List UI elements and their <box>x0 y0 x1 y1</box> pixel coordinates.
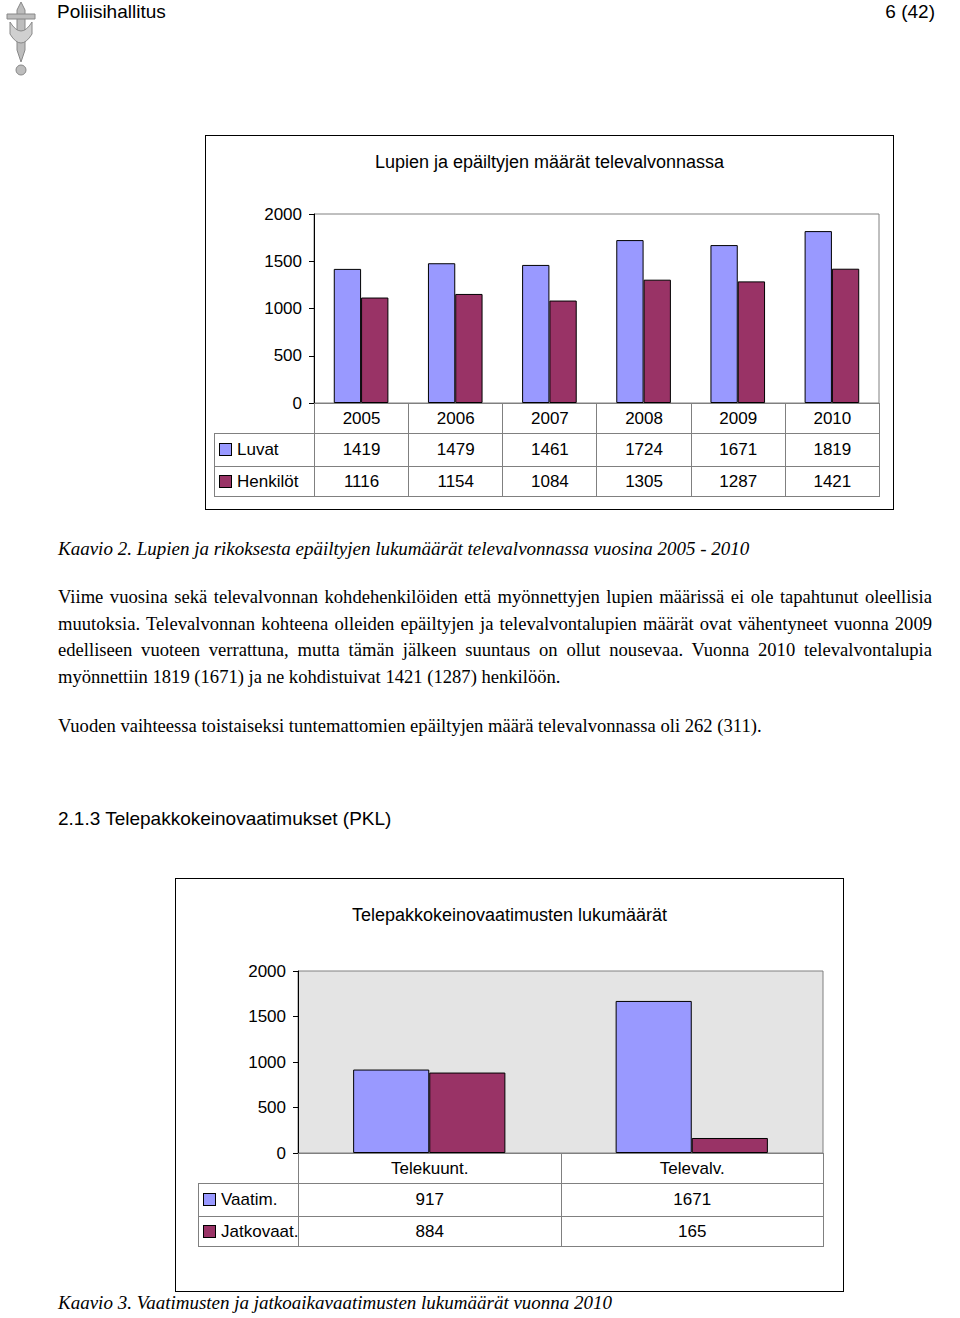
svg-text:1500: 1500 <box>264 252 302 271</box>
html-text:1671: 1671 <box>673 1190 712 1209</box>
svg-text:500: 500 <box>274 346 302 365</box>
html-text:2.1.3 Telepakkokeinovaatimukse: 2.1.3 Telepakkokeinovaatimukset (PKL) <box>58 808 392 829</box>
html-text:884: 884 <box>415 1221 444 1241</box>
svg-text:0: 0 <box>277 1144 286 1163</box>
svg-text:1000: 1000 <box>248 1053 286 1072</box>
svg-text:1500: 1500 <box>248 1007 286 1026</box>
html-text:1287: 1287 <box>719 471 758 491</box>
html-text:917: 917 <box>415 1190 444 1209</box>
html-text:Kaavio 2. Lupien ja rikoksesta: Kaavio 2. Lupien ja rikoksesta epäiltyje… <box>58 538 750 559</box>
html-text:1461: 1461 <box>531 440 569 459</box>
svg-text:0: 0 <box>293 394 302 413</box>
html-text:2007: 2007 <box>531 408 569 428</box>
svg-text:Telepakkokeinovaatimusten luku: Telepakkokeinovaatimusten lukumäärät <box>352 905 667 925</box>
html-text:1116: 1116 <box>343 471 380 491</box>
svg-text:2000: 2000 <box>248 962 286 981</box>
svg-text:Lupien ja epäiltyjen määrät te: Lupien ja epäiltyjen määrät televalvonna… <box>375 152 725 172</box>
html-text:2005: 2005 <box>342 408 381 428</box>
html-text:2006: 2006 <box>436 408 475 428</box>
svg-text:2000: 2000 <box>264 205 302 224</box>
html-text:Poliisihallitus: Poliisihallitus <box>57 1 166 22</box>
html-text:Vaatim.: Vaatim. <box>221 1190 278 1209</box>
html-text:2010: 2010 <box>813 408 852 428</box>
html-text:Luvat: Luvat <box>237 440 279 459</box>
html-text:1084: 1084 <box>531 471 569 491</box>
html-text:Viime vuosina sekä televalvonn: Viime vuosina sekä televalvonnan kohdehe… <box>58 586 932 687</box>
html-text:165: 165 <box>678 1221 707 1241</box>
html-text:1479: 1479 <box>436 440 475 459</box>
html-text:Henkilöt: Henkilöt <box>237 471 299 491</box>
html-text:1154: 1154 <box>437 471 474 491</box>
html-text:1724: 1724 <box>625 440 663 459</box>
html-text:1421: 1421 <box>813 471 852 491</box>
html-text:6 (42): 6 (42) <box>885 1 935 22</box>
html-text:Jatkovaat.: Jatkovaat. <box>221 1221 299 1241</box>
html-text:Kaavio 3. Vaatimusten ja jatko: Kaavio 3. Vaatimusten ja jatkoaikavaatim… <box>58 1292 613 1313</box>
html-text:Televalv.: Televalv. <box>659 1158 725 1178</box>
html-text:1305: 1305 <box>625 471 663 491</box>
html-text:2008: 2008 <box>625 408 663 428</box>
html-text:1419: 1419 <box>342 440 381 459</box>
html-text:Vuoden vaihteessa toistaiseksi: Vuoden vaihteessa toistaiseksi tuntematt… <box>58 715 762 736</box>
svg-text:500: 500 <box>258 1098 286 1117</box>
html-text:Telekuunt.: Telekuunt. <box>391 1158 469 1178</box>
html-text:1819: 1819 <box>813 440 852 459</box>
html-text:2009: 2009 <box>719 408 758 428</box>
svg-text:1000: 1000 <box>264 299 302 318</box>
html-text:1671: 1671 <box>719 440 758 459</box>
